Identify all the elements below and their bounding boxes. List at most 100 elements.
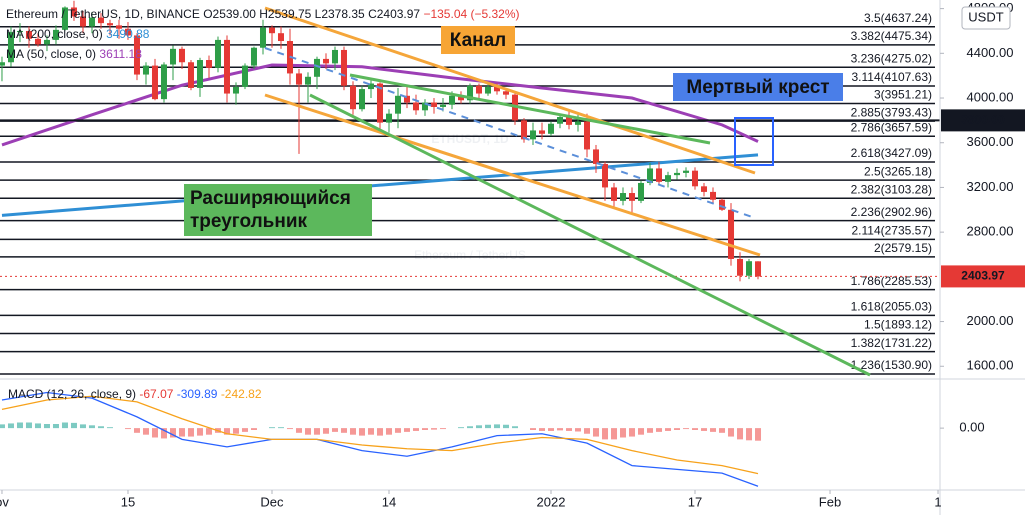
macd-bar [88, 425, 95, 429]
macd-bar [656, 428, 663, 432]
candle-body [214, 39, 221, 68]
macd-bar [250, 428, 257, 430]
macd-bar [367, 428, 374, 435]
candle-body [692, 170, 699, 187]
candle-body [295, 73, 302, 85]
candle-body [557, 117, 564, 124]
candle-body [268, 27, 275, 34]
macd-bar [385, 428, 392, 435]
ma-legend: MA (200, close, 0) 3490.88 [6, 27, 150, 41]
y-tick-label: 3600.00 [967, 134, 1014, 149]
readout: -309.89 [177, 387, 218, 401]
legend-entry: MA (200, close, 0) [6, 27, 103, 41]
candle-body [79, 16, 86, 27]
candle-body [746, 261, 753, 276]
candle-body [638, 182, 645, 201]
candle-body [575, 121, 582, 125]
macd-bar [7, 423, 14, 429]
macd-bar [16, 422, 23, 429]
candle-body [178, 48, 185, 63]
macd-bar [394, 428, 401, 433]
candle-body [385, 113, 392, 123]
candle-body [205, 60, 212, 68]
annotation: Расширяющийся [190, 188, 351, 209]
readout: −135.04 (−5.32%) [423, 7, 519, 21]
candle-body [241, 65, 248, 87]
candle-body [34, 38, 41, 45]
macd-line [1, 391, 759, 487]
candle-body [16, 30, 23, 33]
fib-label: 1.236(1530.90) [851, 358, 932, 372]
macd-bar [169, 428, 176, 438]
macd-bar [223, 428, 230, 435]
drawings [264, 6, 871, 377]
macd-bar [349, 428, 356, 435]
macd-bar [548, 428, 555, 431]
x-tick-label: 2022 [537, 494, 566, 509]
legend-entry: MACD (12, 26, close, 9) [8, 387, 136, 401]
y-tick-label: 2800.00 [967, 224, 1014, 239]
macd-bar [593, 428, 600, 437]
macd-bar [665, 428, 672, 431]
candle-body [322, 58, 329, 64]
candle-body [349, 85, 356, 110]
macd-bar [61, 422, 68, 429]
channel-upper [264, 6, 756, 175]
macd-bar [313, 428, 320, 435]
candle-body [683, 170, 690, 173]
candle-body [476, 85, 483, 94]
annotation-bg [441, 26, 515, 54]
macd-bar [286, 428, 293, 430]
fib-group: 3.5(4637.24) 3.382(4475.34) 3.236(4275.02)… [0, 11, 935, 375]
macd-bar [160, 428, 167, 439]
macd-bar [476, 425, 483, 429]
macd-bar [232, 428, 239, 434]
macd-bar [611, 428, 618, 440]
ma-line [1, 63, 759, 147]
fib-label: 3.114(4107.63) [851, 70, 932, 84]
macd-bar [34, 423, 41, 429]
macd-bar [710, 428, 717, 432]
candle-body [620, 193, 627, 201]
candle-body [7, 32, 14, 63]
watermark-sub: Ethereum / TetherUS [414, 248, 526, 262]
macd-bar [674, 428, 681, 430]
macd-bar [566, 428, 573, 431]
macd-bar [530, 428, 537, 430]
y-tick-label: 4000.00 [967, 89, 1014, 104]
macd-bar [79, 424, 86, 429]
fib-label: 3.236(4275.02) [851, 51, 932, 65]
candle-body [647, 168, 654, 183]
macd-bar [638, 428, 645, 435]
candle-body [277, 33, 284, 42]
readout: -67.07 [139, 387, 173, 401]
candle-body [737, 258, 744, 276]
macd-bar [575, 428, 582, 432]
legend-title: Ethereum / TetherUS, 1D, BINANCE O2539.0… [6, 7, 520, 21]
price-tag-label: 3800.00 [961, 113, 1005, 127]
readout: 3611.18 [99, 47, 142, 61]
fib-label: 3.5(4637.24) [864, 11, 932, 25]
fib-label: 2.786(3657.59) [851, 120, 932, 134]
readout: O2539.00 [203, 7, 256, 21]
candle-body [530, 130, 537, 140]
macd-bar [0, 424, 5, 429]
macd-line [1, 395, 759, 475]
candle-body [367, 83, 374, 90]
macd-pane [0, 391, 762, 487]
macd-bar [142, 428, 149, 435]
macd-bar [701, 428, 708, 431]
readout: H2539.75 [259, 7, 311, 21]
macd-bar [52, 424, 59, 429]
candle-body [70, 7, 77, 17]
macd-bar [97, 426, 104, 429]
fib-label: 2.5(3265.18) [864, 164, 932, 178]
readout: C2403.97 [368, 7, 420, 21]
macd-bar [403, 428, 410, 432]
watermark: ETHUSDT, 1D [431, 132, 509, 146]
candle-body [0, 62, 5, 66]
candle-body [494, 86, 501, 92]
cross-box [734, 117, 774, 166]
macd-bar [43, 424, 50, 429]
candle-body [421, 102, 428, 111]
